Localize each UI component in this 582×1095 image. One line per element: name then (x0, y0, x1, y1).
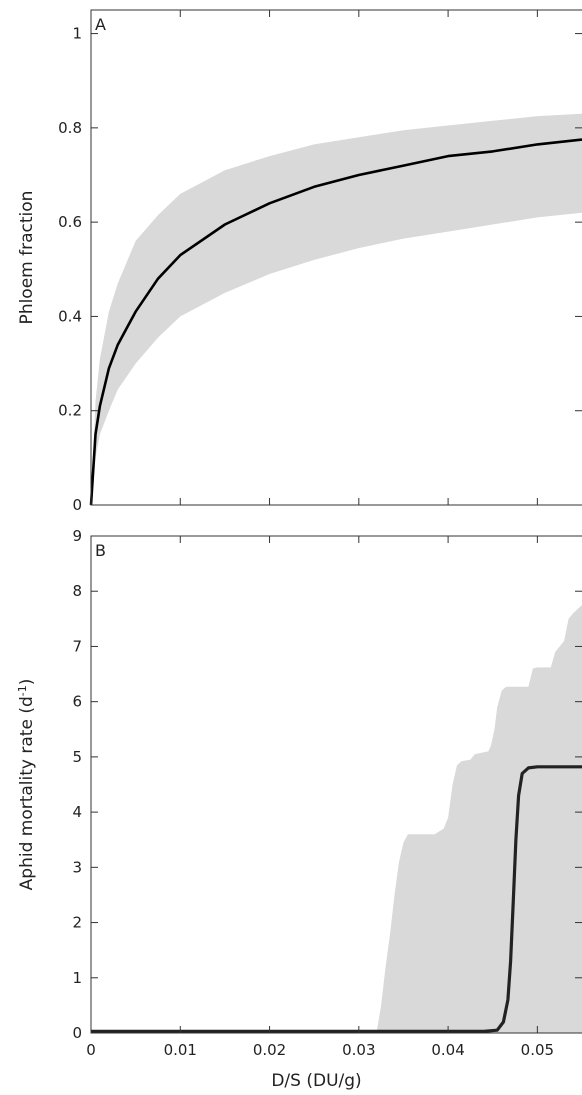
panel-b-y-axis-label: Aphid mortality rate (d-1) (16, 679, 38, 891)
x-tick-label: 0.05 (521, 1041, 554, 1059)
x-tick-label: 0 (86, 1041, 96, 1059)
y-tick-label: 0.8 (58, 119, 82, 137)
y-tick-label: 2 (72, 914, 82, 932)
x-tick-label: 0.02 (253, 1041, 286, 1059)
panel-a: 0 0.2 0.4 0.6 0.8 1 A Phloem fraction (17, 9, 582, 514)
y-tick-label: 8 (72, 582, 82, 600)
panel-b-frame (90, 535, 582, 1034)
panel-b-confidence-band (91, 605, 582, 1033)
panel-b-label: B (95, 541, 106, 560)
panel-b-y-axis-label-superscript: -1 (16, 685, 29, 696)
panel-a-ticks: 0 0.2 0.4 0.6 0.8 1 (58, 10, 582, 514)
y-tick-label: 4 (72, 803, 82, 821)
panel-b-ticks: 0 0.01 0.02 0.03 0.04 0.05 0 1 2 3 4 5 6 7 8 9 (72, 527, 582, 1059)
panel-b-mean-line (91, 765, 582, 1033)
panel-a-mean-line (89, 138, 582, 506)
y-tick-label: 6 (72, 693, 82, 711)
panel-b: 0 0.01 0.02 0.03 0.04 0.05 0 1 2 3 4 5 6 7 8 9 B Aphid … (16, 527, 582, 1091)
y-tick-label: 0 (72, 1024, 82, 1042)
y-tick-label: 1 (72, 969, 82, 987)
panel-b-x-axis-label: D/S (DU/g) (271, 1071, 361, 1091)
x-tick-label: 0.03 (342, 1041, 375, 1059)
panel-a-confidence-band (91, 113, 582, 505)
y-tick-label: 0.2 (58, 402, 82, 420)
y-tick-label: 3 (72, 858, 82, 876)
y-tick-label: 0 (72, 496, 82, 514)
panel-b-y-axis-label-main: Aphid mortality rate (d (17, 696, 37, 890)
panel-a-frame (90, 9, 582, 506)
y-tick-label: 7 (72, 637, 82, 655)
y-tick-label: 5 (72, 748, 82, 766)
y-tick-label: 0.4 (58, 307, 82, 325)
y-tick-label: 9 (72, 527, 82, 545)
x-tick-label: 0.01 (164, 1041, 197, 1059)
y-tick-label: 0.6 (58, 213, 82, 231)
x-tick-label: 0.04 (431, 1041, 464, 1059)
panel-a-label: A (95, 15, 106, 34)
y-tick-label: 1 (72, 25, 82, 43)
panel-a-y-axis-label: Phloem fraction (17, 191, 37, 325)
panel-b-y-axis-label-end: ) (17, 679, 37, 686)
